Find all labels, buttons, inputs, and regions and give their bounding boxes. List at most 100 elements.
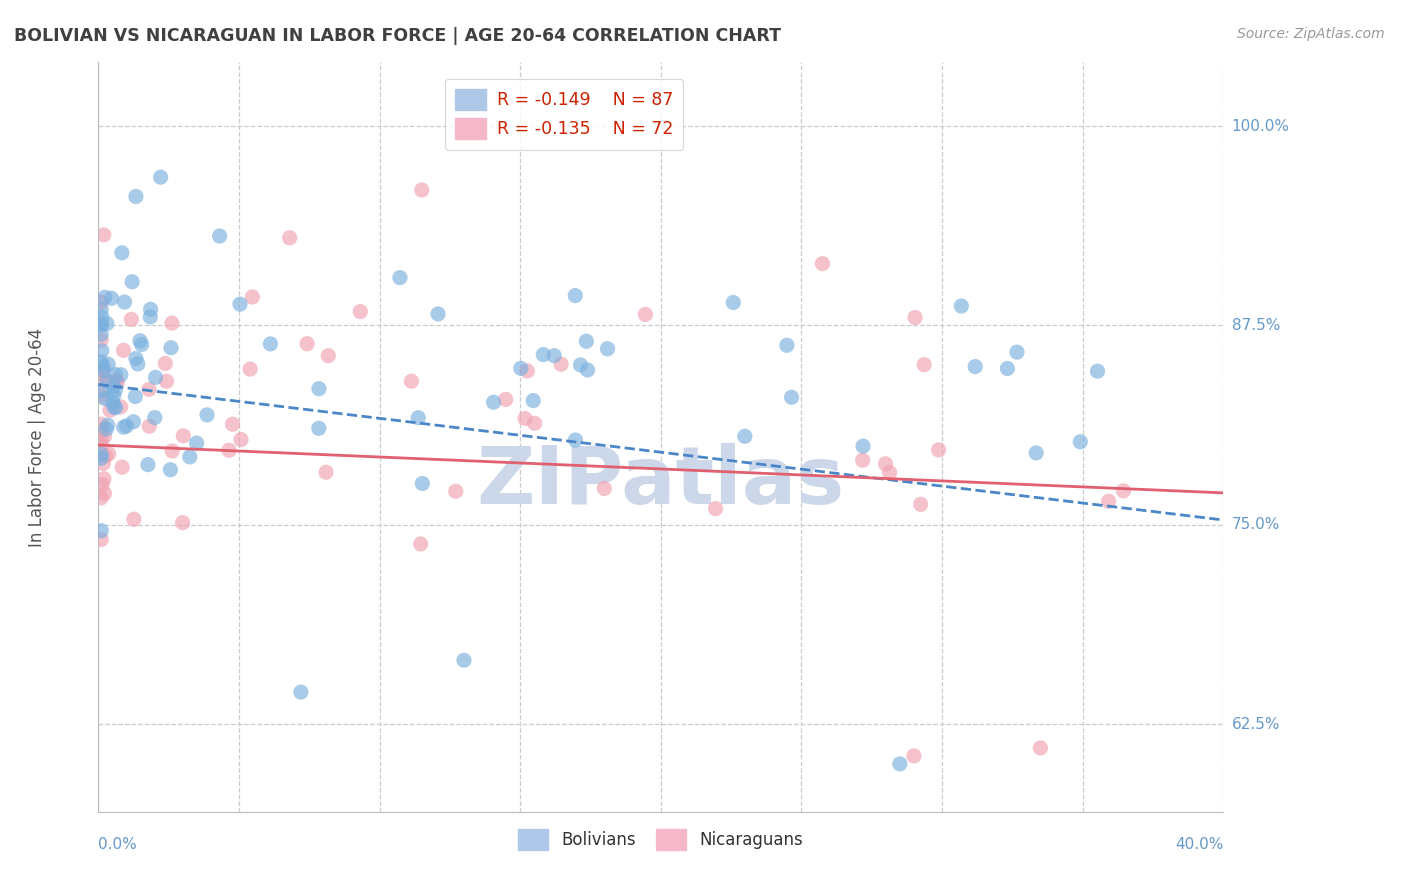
Point <box>596 342 619 356</box>
Point <box>704 501 727 516</box>
Point <box>1112 483 1135 498</box>
Point <box>1029 741 1052 756</box>
Point <box>316 349 339 363</box>
Point <box>634 308 657 322</box>
Point <box>904 310 927 325</box>
Point <box>160 341 183 355</box>
Point <box>852 439 875 453</box>
Point <box>411 476 433 491</box>
Point <box>90 533 112 547</box>
Point <box>143 410 166 425</box>
Point <box>160 444 183 458</box>
Point <box>104 376 127 391</box>
Point <box>149 170 172 185</box>
Point <box>1069 434 1091 449</box>
Point <box>96 422 118 436</box>
Point <box>550 357 572 371</box>
Point <box>179 450 201 464</box>
Point <box>155 374 177 388</box>
Point <box>295 336 318 351</box>
Point <box>388 270 411 285</box>
Point <box>575 334 598 349</box>
Point <box>349 304 371 318</box>
Point <box>172 429 194 443</box>
Point <box>308 421 330 435</box>
Point <box>90 433 112 447</box>
Point <box>564 288 586 302</box>
Point <box>124 390 146 404</box>
Point <box>139 302 162 317</box>
Point <box>482 395 505 409</box>
Point <box>453 653 475 667</box>
Text: 75.0%: 75.0% <box>1232 517 1279 533</box>
Point <box>411 183 433 197</box>
Point <box>111 245 134 260</box>
Point <box>564 433 586 447</box>
Point <box>110 400 132 414</box>
Point <box>90 327 112 342</box>
Point <box>427 307 450 321</box>
Point <box>229 297 252 311</box>
Point <box>1025 446 1047 460</box>
Point <box>315 465 337 479</box>
Point <box>94 392 117 406</box>
Text: 100.0%: 100.0% <box>1232 119 1289 134</box>
Point <box>576 363 599 377</box>
Point <box>516 364 538 378</box>
Point <box>139 310 162 324</box>
Point <box>94 449 117 463</box>
Point <box>995 361 1018 376</box>
Text: 0.0%: 0.0% <box>98 837 138 852</box>
Point <box>120 312 142 326</box>
Point <box>495 392 517 407</box>
Text: ZIPatlas: ZIPatlas <box>477 443 845 521</box>
Point <box>90 451 112 466</box>
Point <box>91 390 114 404</box>
Point <box>90 417 112 432</box>
Point <box>122 512 145 526</box>
Text: In Labor Force | Age 20-64: In Labor Force | Age 20-64 <box>28 327 45 547</box>
Point <box>208 229 231 244</box>
Point <box>879 466 901 480</box>
Point <box>221 417 243 432</box>
Point <box>965 359 987 374</box>
Point <box>122 415 145 429</box>
Point <box>105 373 128 387</box>
Point <box>569 358 592 372</box>
Point <box>136 458 159 472</box>
Point <box>409 537 432 551</box>
Point <box>776 338 799 352</box>
Point <box>97 447 120 461</box>
Point <box>160 316 183 330</box>
Point <box>93 472 115 486</box>
Point <box>114 295 136 310</box>
Point <box>101 395 124 409</box>
Point <box>523 417 546 431</box>
Point <box>195 408 218 422</box>
Point <box>90 423 112 437</box>
Point <box>513 411 536 425</box>
Point <box>97 418 120 433</box>
Point <box>90 317 112 331</box>
Point <box>509 361 531 376</box>
Point <box>91 477 114 491</box>
Point <box>531 348 554 362</box>
Text: Source: ZipAtlas.com: Source: ZipAtlas.com <box>1237 27 1385 41</box>
Point <box>90 295 112 310</box>
Point <box>115 418 138 433</box>
Point <box>308 382 330 396</box>
Point <box>104 383 127 397</box>
Point <box>229 433 252 447</box>
Point <box>127 357 149 371</box>
Point <box>125 351 148 366</box>
Point <box>875 457 897 471</box>
Point <box>96 374 118 388</box>
Point <box>780 390 803 404</box>
Point <box>98 403 121 417</box>
Text: 62.5%: 62.5% <box>1232 716 1279 731</box>
Point <box>112 420 135 434</box>
Point <box>103 389 125 403</box>
Point <box>129 334 152 348</box>
Point <box>94 290 117 304</box>
Point <box>811 257 834 271</box>
